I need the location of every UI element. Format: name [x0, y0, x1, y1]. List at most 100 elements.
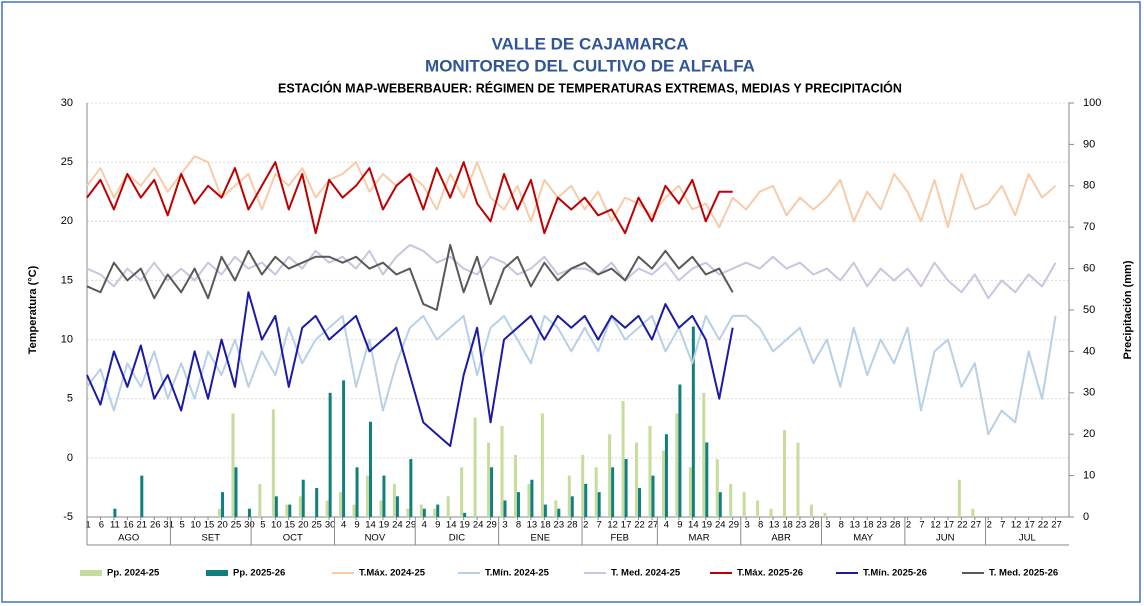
- bar: [490, 467, 494, 517]
- bar: [392, 483, 396, 517]
- bar: [675, 413, 679, 517]
- bar: [756, 500, 760, 517]
- month-label: OCT: [283, 533, 303, 544]
- x-tick-label: 9: [435, 520, 440, 531]
- x-tick-label: 10: [190, 520, 201, 531]
- x-tick-label: 1: [85, 520, 90, 531]
- bar: [274, 496, 278, 517]
- bar: [621, 401, 625, 517]
- bar: [611, 467, 615, 517]
- bar: [298, 496, 302, 517]
- bar: [460, 467, 464, 517]
- x-tick-label: 23: [554, 520, 565, 531]
- bar: [409, 459, 413, 517]
- bar: [823, 512, 827, 517]
- x-tick-label: 8: [839, 520, 844, 531]
- x-tick-label: 20: [298, 520, 309, 531]
- x-tick-label: 24: [715, 520, 726, 531]
- x-tick-label: 7: [597, 520, 602, 531]
- y-axis-title: Temperatura (°C): [27, 265, 39, 354]
- bar: [218, 508, 222, 517]
- bar: [342, 380, 346, 517]
- x-tick-label: 23: [796, 520, 807, 531]
- x-tick-label: 18: [540, 520, 551, 531]
- month-label: DIC: [449, 533, 466, 544]
- bar: [530, 479, 534, 517]
- bar: [971, 508, 975, 517]
- x-tick-label: 27: [971, 520, 982, 531]
- bar: [446, 496, 450, 517]
- y-tick-label: 25: [61, 156, 73, 168]
- x-tick-label: 5: [180, 520, 185, 531]
- x-tick-label: 17: [1024, 520, 1035, 531]
- x-tick-label: 27: [1051, 520, 1062, 531]
- y2-tick-label: 100: [1083, 97, 1101, 109]
- bar: [648, 425, 652, 517]
- x-tick-label: 3: [745, 520, 750, 531]
- y-tick-label: 5: [67, 393, 73, 405]
- bar: [638, 488, 642, 517]
- bar: [271, 409, 275, 517]
- bar: [355, 467, 359, 517]
- y-tick-label: 10: [61, 333, 73, 345]
- y2-tick-label: 60: [1083, 263, 1095, 275]
- bar: [597, 492, 601, 517]
- x-tick-label: 8: [758, 520, 763, 531]
- y2-axis-title: Precipitación (mm): [1122, 260, 1134, 359]
- bar: [624, 459, 628, 517]
- bar: [285, 504, 289, 517]
- x-tick-label: 3: [502, 520, 507, 531]
- x-tick-label: 21: [137, 520, 148, 531]
- bar: [379, 500, 383, 517]
- bar: [678, 384, 682, 517]
- y-tick-label: 15: [61, 274, 73, 286]
- month-label: NOV: [365, 533, 386, 544]
- y-tick-label: 30: [61, 97, 73, 109]
- bar: [635, 442, 639, 517]
- x-tick-label: 13: [849, 520, 860, 531]
- x-tick-label: 19: [702, 520, 713, 531]
- y2-tick-label: 70: [1083, 221, 1095, 233]
- bar: [594, 467, 598, 517]
- x-tick-label: 4: [341, 520, 346, 531]
- bar: [500, 425, 504, 517]
- bar: [328, 392, 332, 517]
- legend-swatch: [80, 570, 102, 576]
- bar: [487, 442, 491, 517]
- bar: [352, 504, 356, 517]
- y-tick-label: -5: [63, 511, 73, 523]
- bar: [608, 434, 612, 517]
- x-tick-label: 22: [1038, 520, 1049, 531]
- bar: [463, 512, 467, 517]
- bar: [715, 459, 719, 517]
- bar: [702, 392, 706, 517]
- bar: [543, 504, 547, 517]
- y-tick-label: 20: [61, 215, 73, 227]
- month-label: ENE: [531, 533, 551, 544]
- y2-tick-label: 80: [1083, 180, 1095, 192]
- bar: [113, 508, 117, 517]
- x-tick-label: 2: [583, 520, 588, 531]
- x-tick-label: 12: [607, 520, 618, 531]
- bar: [581, 454, 585, 517]
- legend-label: Pp. 2025-26: [233, 568, 285, 579]
- chart-subtitle: ESTACIÓN MAP-WEBERBAUER: RÉGIMEN DE TEMP…: [278, 80, 902, 95]
- x-tick-label: 28: [890, 520, 901, 531]
- bar: [247, 508, 251, 517]
- bar: [783, 430, 787, 517]
- legend-label: T. Med. 2025-26: [989, 568, 1058, 579]
- x-tick-label: 15: [284, 520, 295, 531]
- x-tick-label: 15: [204, 520, 215, 531]
- bar: [742, 492, 746, 517]
- bar: [382, 475, 386, 517]
- bar: [688, 467, 692, 517]
- bar: [527, 483, 531, 517]
- x-tick-label: 25: [311, 520, 322, 531]
- x-tick-label: 29: [406, 520, 417, 531]
- bar: [557, 508, 561, 517]
- x-tick-label: 9: [677, 520, 682, 531]
- x-tick-label: 24: [392, 520, 403, 531]
- chart-subtitle: MONITOREO DEL CULTIVO DE ALFALFA: [425, 56, 755, 75]
- x-tick-label: 17: [944, 520, 955, 531]
